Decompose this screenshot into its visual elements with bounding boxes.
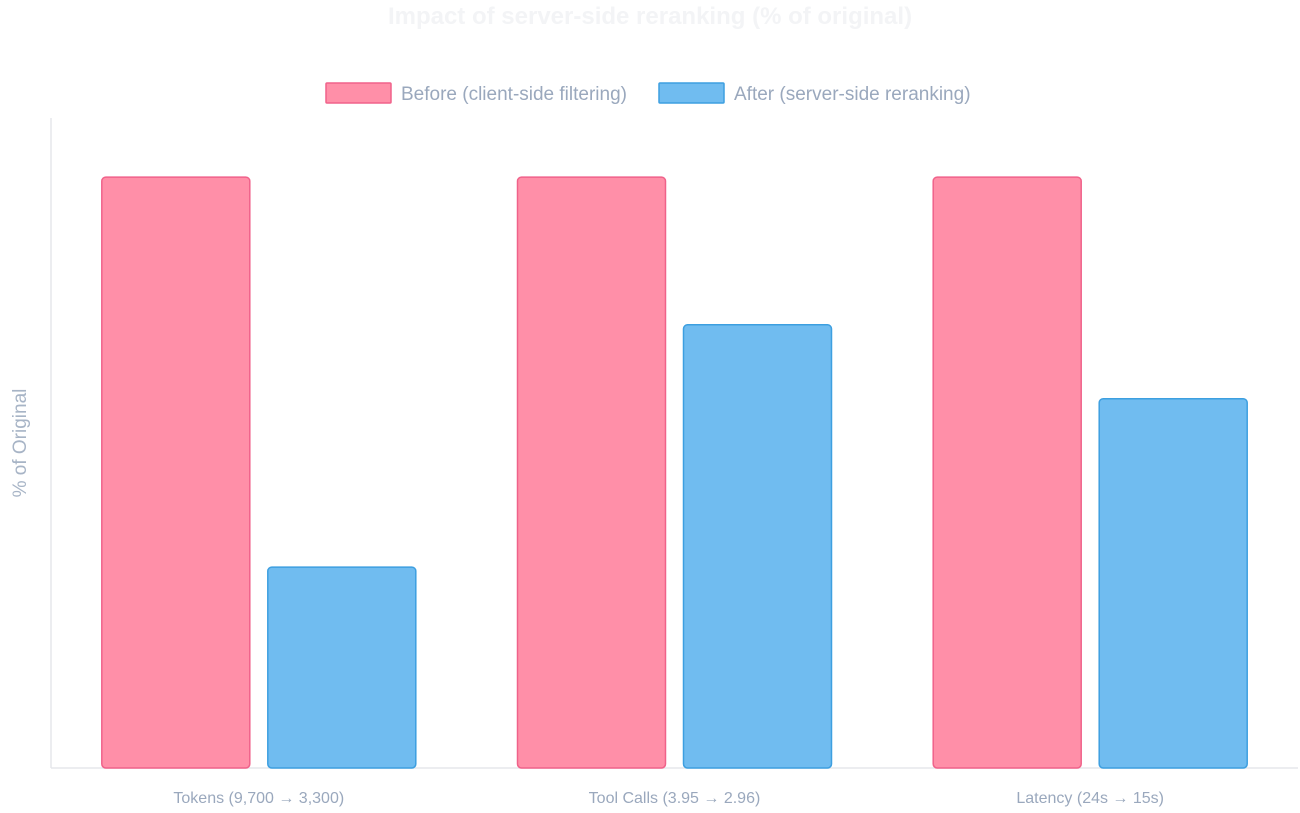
bars-layer [101, 176, 1248, 769]
y-axis-title: % of Original [10, 389, 31, 498]
chart-title: Impact of server-side reranking (% of or… [388, 3, 912, 30]
x-tick-label-1: Tool Calls (3.95 → 2.96) [589, 790, 761, 807]
bar-after-0[interactable] [267, 566, 417, 769]
bar-before-2[interactable] [932, 176, 1082, 769]
bar-after-1[interactable] [682, 324, 833, 769]
legend: Before (client-side filtering) After (se… [325, 82, 971, 105]
legend-item-before[interactable]: Before (client-side filtering) [325, 82, 627, 105]
bar-before-1[interactable] [516, 176, 667, 769]
legend-item-after[interactable]: After (server-side reranking) [658, 82, 971, 105]
bar-before-0[interactable] [101, 176, 251, 769]
x-tick-labels: Tokens (9,700 → 3,300) Tool Calls (3.95 →… [173, 790, 1164, 807]
legend-label-after: After (server-side reranking) [734, 84, 971, 105]
legend-swatch-after [658, 82, 725, 104]
legend-label-before: Before (client-side filtering) [401, 84, 627, 105]
x-tick-label-2: Latency (24s → 15s) [1016, 790, 1164, 807]
legend-swatch-before [325, 82, 392, 104]
x-tick-label-0: Tokens (9,700 → 3,300) [173, 790, 344, 807]
bar-after-2[interactable] [1098, 397, 1248, 769]
